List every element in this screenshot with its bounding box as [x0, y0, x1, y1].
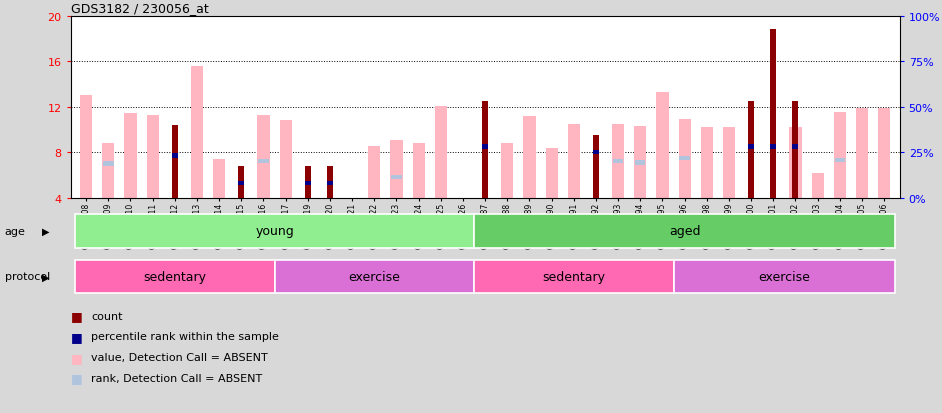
Bar	[305, 166, 311, 198]
Bar	[613, 160, 624, 164]
Bar	[674, 260, 895, 293]
Bar	[124, 114, 137, 198]
Bar	[593, 136, 599, 198]
Bar	[103, 144, 114, 198]
Text: ■: ■	[71, 351, 82, 364]
Text: percentile rank within the sample: percentile rank within the sample	[91, 332, 279, 342]
Text: ■: ■	[71, 330, 82, 343]
Bar	[258, 160, 268, 164]
Bar	[834, 113, 846, 198]
Bar	[482, 102, 488, 198]
Bar	[274, 260, 474, 293]
Text: ▶: ▶	[42, 272, 50, 282]
Bar	[80, 96, 92, 198]
Bar	[368, 147, 381, 198]
Text: age: age	[5, 226, 25, 236]
Bar	[545, 148, 558, 198]
Bar	[474, 215, 895, 248]
Bar	[191, 66, 203, 198]
Bar	[723, 128, 735, 198]
Bar	[171, 126, 178, 198]
Bar	[305, 181, 311, 185]
Bar	[679, 157, 690, 161]
Bar	[635, 161, 645, 165]
Bar	[434, 106, 447, 198]
Bar	[792, 145, 799, 149]
Bar	[280, 121, 292, 198]
Text: protocol: protocol	[5, 272, 50, 282]
Bar	[657, 93, 669, 198]
Text: young: young	[255, 225, 294, 238]
Bar	[474, 260, 674, 293]
Bar	[593, 151, 599, 155]
Text: exercise: exercise	[349, 270, 400, 283]
Bar	[327, 166, 333, 198]
Bar	[634, 127, 646, 198]
Bar	[771, 30, 776, 198]
Bar	[878, 109, 890, 198]
Bar	[482, 145, 488, 149]
Text: sedentary: sedentary	[143, 270, 206, 283]
Text: ■: ■	[71, 309, 82, 323]
Bar	[413, 144, 425, 198]
Bar	[612, 124, 625, 198]
Bar	[75, 215, 474, 248]
Text: GDS3182 / 230056_at: GDS3182 / 230056_at	[71, 2, 208, 15]
Bar	[171, 154, 178, 158]
Bar	[792, 102, 799, 198]
Bar	[103, 162, 113, 166]
Bar	[748, 145, 755, 149]
Text: rank, Detection Call = ABSENT: rank, Detection Call = ABSENT	[91, 373, 263, 383]
Bar	[524, 116, 536, 198]
Bar	[213, 159, 225, 198]
Bar	[856, 109, 868, 198]
Text: ▶: ▶	[42, 226, 50, 236]
Bar	[678, 120, 690, 198]
Bar	[390, 140, 402, 198]
Bar	[238, 166, 244, 198]
Bar	[789, 128, 802, 198]
Bar	[811, 173, 823, 198]
Text: value, Detection Call = ABSENT: value, Detection Call = ABSENT	[91, 352, 268, 362]
Bar	[147, 115, 159, 198]
Bar	[501, 144, 513, 198]
Text: ■: ■	[71, 371, 82, 385]
Bar	[568, 124, 580, 198]
Bar	[835, 159, 845, 163]
Text: aged: aged	[669, 225, 700, 238]
Text: count: count	[91, 311, 122, 321]
Text: exercise: exercise	[758, 270, 810, 283]
Bar	[257, 115, 269, 198]
Bar	[238, 181, 244, 185]
Bar	[771, 145, 776, 149]
Bar	[748, 102, 755, 198]
Text: sedentary: sedentary	[543, 270, 606, 283]
Bar	[327, 181, 333, 185]
Bar	[701, 128, 713, 198]
Bar	[391, 176, 401, 180]
Bar	[75, 260, 274, 293]
